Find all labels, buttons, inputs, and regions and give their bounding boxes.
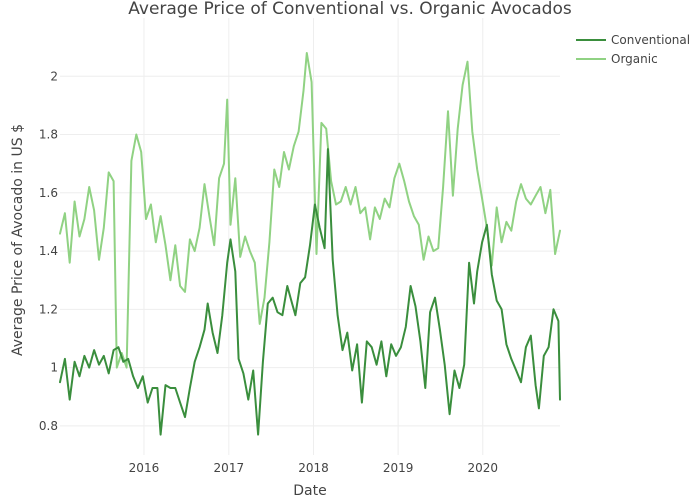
y-tick-label: 1.2 (39, 302, 58, 316)
legend[interactable]: Conventional Organic (576, 33, 690, 66)
y-tick-label: 1.6 (39, 186, 58, 200)
legend-item-conventional[interactable]: Conventional (576, 33, 690, 47)
chart-title: Average Price of Conventional vs. Organi… (128, 0, 572, 19)
x-tick-label: 2018 (298, 461, 329, 475)
legend-item-organic[interactable]: Organic (576, 52, 658, 66)
gridlines (60, 18, 560, 455)
y-tick-label: 2 (50, 69, 58, 83)
x-tick-label: 2020 (468, 461, 499, 475)
y-axis-title: Average Price of Avocado in US $ (10, 124, 26, 356)
legend-label: Organic (611, 52, 658, 66)
y-tick-label: 1.4 (39, 244, 58, 258)
x-axis-ticks: 2016 2017 2018 2019 2020 (129, 461, 498, 475)
x-tick-label: 2016 (129, 461, 160, 475)
series-line-organic (59, 52, 561, 369)
y-axis-ticks: 0.8 1 1.2 1.4 1.6 1.8 2 (39, 69, 58, 433)
y-tick-label: 0.8 (39, 419, 58, 433)
series-line-conventional (59, 148, 561, 436)
y-tick-label: 1 (50, 361, 58, 375)
legend-label: Conventional (611, 33, 690, 47)
x-tick-label: 2017 (214, 461, 245, 475)
series-lines (59, 52, 561, 436)
x-axis-title: Date (293, 483, 326, 499)
x-tick-label: 2019 (383, 461, 414, 475)
y-tick-label: 1.8 (39, 128, 58, 142)
